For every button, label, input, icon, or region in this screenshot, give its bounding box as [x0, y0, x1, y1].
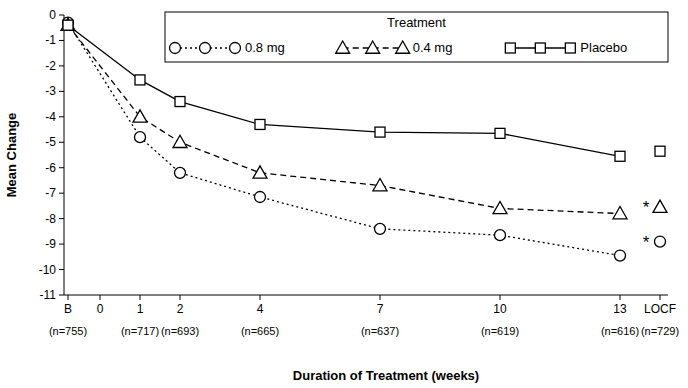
series-marker: [135, 75, 145, 85]
x-tick: [660, 295, 661, 300]
series-marker: [493, 201, 507, 213]
sample-size-label: (n=717): [121, 325, 159, 337]
y-tick: [59, 193, 64, 194]
sample-size-label: (n=665): [241, 325, 279, 337]
series-marker: [615, 250, 626, 261]
x-tick: [100, 295, 101, 300]
legend-marker: [170, 43, 181, 54]
x-tick-label: 7: [377, 302, 384, 316]
annotation: *: [643, 233, 650, 252]
y-tick-label: -3: [45, 84, 56, 98]
x-axis-line: [64, 295, 668, 296]
series-marker: [373, 179, 387, 191]
legend-marker: [200, 43, 211, 54]
series-marker: [495, 128, 505, 138]
series-marker: [653, 200, 667, 212]
x-tick-label: LOCF: [644, 302, 676, 316]
series-marker: [61, 18, 75, 30]
series-marker: [255, 119, 265, 129]
legend-title: Treatment: [387, 15, 446, 30]
y-axis-title: Mean Change: [4, 113, 19, 198]
series-marker: [173, 135, 187, 147]
legend-marker: [366, 41, 380, 53]
x-tick: [180, 295, 181, 300]
y-tick: [59, 116, 64, 117]
series-marker: [615, 151, 625, 161]
y-tick-label: -11: [40, 288, 57, 302]
legend-marker: [505, 43, 515, 53]
x-tick-label: 1: [137, 302, 144, 316]
x-axis-title: Duration of Treatment (weeks): [293, 368, 479, 383]
x-tick-label: B: [64, 302, 72, 316]
sample-size-label: (n=616): [601, 325, 639, 337]
y-tick: [59, 40, 64, 41]
y-tick: [59, 295, 64, 296]
sample-size-label: (n=729): [641, 325, 679, 337]
y-tick-label: -2: [45, 59, 56, 73]
y-tick-label: -5: [45, 135, 56, 149]
y-tick-label: -1: [45, 33, 56, 47]
legend-label: Placebo: [580, 40, 627, 55]
y-tick-label: -6: [45, 161, 56, 175]
annotation: *: [643, 198, 650, 217]
chart-container: 0 -1 -2 -3 -4 -5 -6 -7 -8 -9 -10 -11 B 0 1 2 4 7 10 13 LOCF (…: [0, 0, 688, 388]
y-tick-label: -4: [45, 110, 56, 124]
series-marker: [655, 236, 666, 247]
series-marker: [63, 20, 73, 30]
x-tick-label: 13: [613, 302, 627, 316]
x-tick: [500, 295, 501, 300]
legend-box: [165, 12, 668, 62]
series-marker: [613, 207, 627, 219]
sample-size-label: (n=693): [161, 325, 199, 337]
y-tick: [59, 91, 64, 92]
x-tick-label: 10: [493, 302, 507, 316]
y-tick: [59, 218, 64, 219]
legend-marker: [336, 41, 350, 53]
series-marker: [133, 110, 147, 122]
x-tick: [620, 295, 621, 300]
y-tick: [59, 244, 64, 245]
legend-marker: [230, 43, 241, 54]
y-tick-label: -9: [45, 237, 56, 251]
x-tick-label: 4: [257, 302, 264, 316]
y-tick: [59, 167, 64, 168]
legend: Treatment 0.8 mg 0.4 mg Placebo: [165, 12, 668, 62]
series-marker: [495, 230, 506, 241]
x-tick-label: 2: [177, 302, 184, 316]
series-marker: [135, 132, 146, 143]
x-tick: [380, 295, 381, 300]
series-marker: [655, 146, 665, 156]
x-tick: [260, 295, 261, 300]
sample-size-label: (n=755): [49, 325, 87, 337]
y-tick: [59, 15, 64, 16]
sample-size-label: (n=619): [481, 325, 519, 337]
sample-size-label: (n=637): [361, 325, 399, 337]
series-marker: [175, 97, 185, 107]
y-axis-line: [64, 15, 65, 295]
y-tick: [59, 142, 64, 143]
legend-marker: [565, 43, 575, 53]
legend-label: 0.8 mg: [245, 40, 285, 55]
y-tick-label: 0: [49, 8, 56, 22]
x-tick: [140, 295, 141, 300]
series-marker: [375, 127, 385, 137]
y-tick-label: -10: [39, 263, 57, 277]
y-tick-label: -8: [45, 212, 56, 226]
series-marker: [375, 223, 386, 234]
chart-svg: 0 -1 -2 -3 -4 -5 -6 -7 -8 -9 -10 -11 B 0 1 2 4 7 10 13 LOCF (…: [0, 0, 688, 388]
legend-marker: [396, 41, 410, 53]
series-marker: [253, 166, 267, 178]
series-marker: [175, 167, 186, 178]
x-tick: [68, 295, 69, 300]
y-tick: [59, 269, 64, 270]
legend-marker: [535, 43, 545, 53]
y-tick-label: -7: [45, 186, 56, 200]
y-tick: [59, 65, 64, 66]
series-marker: [255, 192, 266, 203]
x-tick-label: 0: [97, 302, 104, 316]
legend-label: 0.4 mg: [413, 40, 453, 55]
